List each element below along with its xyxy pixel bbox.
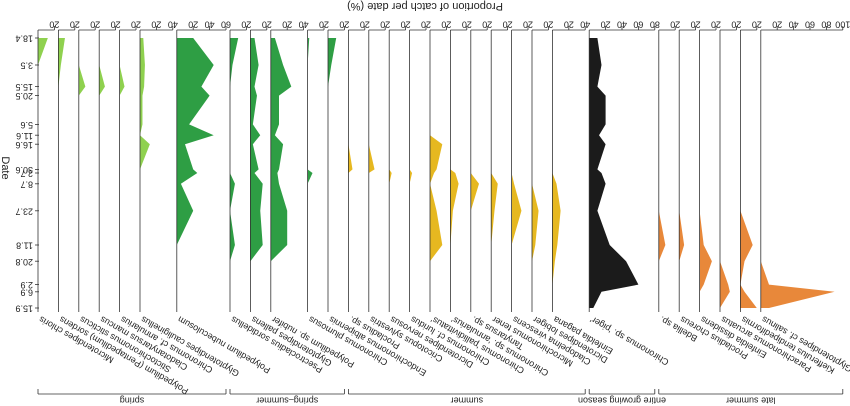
x-tick-label: 100 xyxy=(835,20,850,30)
x-tick-label: 40 xyxy=(580,20,590,30)
x-tick-label: 20 xyxy=(523,20,533,30)
x-tick-label: 40 xyxy=(168,20,178,30)
date-label: 5.6 xyxy=(20,120,33,130)
x-tick-label: 20 xyxy=(601,20,611,30)
taxon-area xyxy=(450,38,459,308)
x-tick-label: 20 xyxy=(711,20,721,30)
x-tick-label: 20 xyxy=(421,20,431,30)
x-tick-label: 20 xyxy=(49,20,59,30)
x-tick-label: 20 xyxy=(462,20,472,30)
chart-title: Proportion of catch per date (%) xyxy=(347,0,503,12)
x-tick-label: 40 xyxy=(299,20,309,30)
date-label: 20.8 xyxy=(15,257,33,267)
x-tick-label: 40 xyxy=(789,20,799,30)
x-tick-label: 60 xyxy=(633,20,643,30)
x-tick-label: 40 xyxy=(617,20,627,30)
x-tick-label: 60 xyxy=(221,20,231,30)
x-tick-label: 20 xyxy=(131,20,141,30)
group-label: entire growing season xyxy=(578,396,666,406)
x-tick-label: 20 xyxy=(482,20,492,30)
x-tick-label: 20 xyxy=(543,20,553,30)
taxon-area xyxy=(99,38,105,308)
x-tick-label: 20 xyxy=(564,20,574,30)
taxon-area xyxy=(140,38,150,308)
taxon-area xyxy=(740,38,757,308)
date-label: 3.5 xyxy=(20,61,33,71)
x-tick-label: 20 xyxy=(731,20,741,30)
date-label: 15.9 xyxy=(15,304,33,314)
x-tick-label: 20 xyxy=(360,20,370,30)
x-tick-label: 20 xyxy=(670,20,680,30)
taxon-area xyxy=(58,38,65,308)
taxon-area xyxy=(409,38,413,308)
taxon-area xyxy=(552,38,561,308)
taxon-area xyxy=(176,38,214,308)
taxon-area xyxy=(679,38,685,308)
x-tick-label: 20 xyxy=(691,20,701,30)
x-tick-label: 20 xyxy=(339,20,349,30)
taxon-area xyxy=(720,38,730,308)
taxon-area xyxy=(470,38,479,308)
date-label: 23.7 xyxy=(15,206,33,216)
x-tick-label: 20 xyxy=(151,20,161,30)
date-label: 20.5 xyxy=(15,91,33,101)
x-tick-label: 20 xyxy=(111,20,121,30)
taxon-area xyxy=(699,38,712,308)
x-tick-label: 80 xyxy=(821,20,831,30)
x-tick-label: 20 xyxy=(380,20,390,30)
date-label: 11.6 xyxy=(16,131,33,141)
date-label: 11.8 xyxy=(16,241,33,251)
date-label: 2.9 xyxy=(20,280,33,290)
x-tick-label: 20 xyxy=(188,20,198,30)
x-tick-label: 20 xyxy=(241,20,251,30)
group-label: spring xyxy=(120,396,145,406)
x-tick-label: 20 xyxy=(503,20,513,30)
x-tick-label: 20 xyxy=(70,20,80,30)
x-tick-label: 20 xyxy=(90,20,100,30)
x-tick-label: 20 xyxy=(262,20,272,30)
x-tick-label: 60 xyxy=(805,20,815,30)
y-axis-label: Date xyxy=(0,156,11,179)
group-label: spring–summer xyxy=(256,396,318,406)
date-label: 2.7 xyxy=(20,169,33,179)
date-label: 16.6 xyxy=(15,140,33,150)
taxon-area xyxy=(348,38,353,308)
date-label: 15.5 xyxy=(15,82,33,92)
x-tick-label: 20 xyxy=(319,20,329,30)
taxon-area xyxy=(389,38,392,308)
taxon-area xyxy=(119,38,125,308)
date-label: 8.7 xyxy=(20,179,33,189)
x-tick-label: 20 xyxy=(282,20,292,30)
date-label: 6.9 xyxy=(20,287,33,297)
date-label: 18.4 xyxy=(15,34,33,44)
date-label: 30.6 xyxy=(15,165,33,175)
taxon-area xyxy=(532,38,539,308)
taxon-area xyxy=(270,38,292,308)
taxon-area xyxy=(328,38,337,308)
taxon-area xyxy=(230,38,239,308)
group-label: summer xyxy=(451,396,484,406)
x-tick-label: 20 xyxy=(401,20,411,30)
x-tick-label: 40 xyxy=(205,20,215,30)
x-tick-label: 20 xyxy=(772,20,782,30)
taxon-area xyxy=(368,38,375,308)
x-tick-label: 20 xyxy=(752,20,762,30)
taxon-area xyxy=(430,38,443,308)
taxon-area xyxy=(491,38,498,308)
taxon-area xyxy=(511,38,522,308)
taxon-area xyxy=(760,38,835,308)
x-tick-label: 80 xyxy=(650,20,660,30)
taxon-area xyxy=(78,38,86,308)
taxon-area xyxy=(589,38,639,308)
taxon-area xyxy=(307,38,313,308)
taxon-area xyxy=(658,38,666,308)
x-tick-label: 20 xyxy=(441,20,451,30)
taxon-area xyxy=(250,38,263,308)
group-label: late summer xyxy=(726,396,776,406)
taxon-area xyxy=(38,38,48,308)
